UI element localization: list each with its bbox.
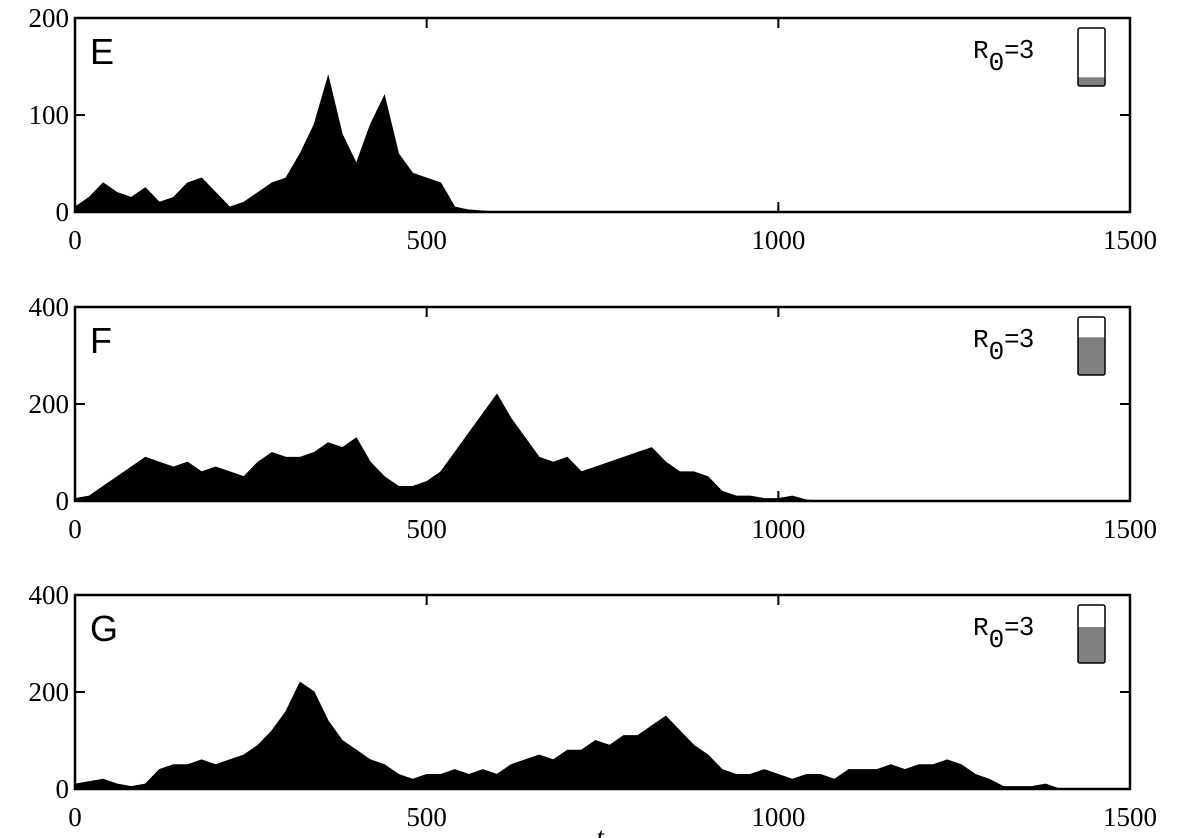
gauge-level [1078, 337, 1105, 375]
annotation: R0=3 [973, 34, 1034, 78]
annotation-subscript: 0 [989, 625, 1005, 655]
x-tick-label: 0 [68, 225, 82, 255]
x-tick-label: 0 [68, 514, 82, 544]
y-tick-label: 400 [29, 292, 70, 322]
x-tick-label: 0 [68, 802, 82, 832]
y-tick-label: 0 [56, 197, 70, 227]
series-area [74, 74, 1130, 213]
y-tick-label: 0 [56, 774, 70, 804]
annotation-value: =3 [1004, 34, 1034, 64]
panel-label: F [90, 320, 112, 361]
x-axis-label: t [596, 822, 605, 838]
gauge-frame [1077, 27, 1106, 87]
panel-label: G [90, 608, 118, 649]
y-tick-label: 200 [29, 3, 70, 33]
x-tick-label: 500 [406, 225, 447, 255]
annotation: R0=3 [973, 611, 1034, 655]
gauge-level [1078, 77, 1105, 86]
x-tick-label: 1000 [751, 802, 805, 832]
x-tick-label: 500 [406, 802, 447, 832]
x-tick-label: 1500 [1103, 225, 1157, 255]
annotation: R0=3 [973, 323, 1034, 367]
x-tick-label: 1000 [751, 514, 805, 544]
annotation-subscript: 0 [989, 337, 1005, 367]
series-area [74, 681, 1130, 790]
annotation-value: =3 [1004, 323, 1034, 353]
annotation-symbol: R [973, 325, 989, 355]
gauge-frame [1077, 604, 1106, 664]
plot-frame [73, 16, 1132, 214]
gauge-level [1078, 627, 1105, 663]
x-tick-label: 1500 [1103, 514, 1157, 544]
y-tick-label: 400 [29, 580, 70, 610]
series-area [74, 393, 1130, 502]
y-tick-label: 200 [29, 389, 70, 419]
annotation-symbol: R [973, 36, 989, 66]
annotation-subscript: 0 [989, 48, 1005, 78]
x-tick-label: 500 [406, 514, 447, 544]
y-tick-label: 0 [56, 486, 70, 516]
y-tick-label: 100 [29, 100, 70, 130]
gauge-frame [1077, 316, 1106, 376]
y-tick-label: 200 [29, 677, 70, 707]
x-tick-label: 1500 [1103, 802, 1157, 832]
annotation-value: =3 [1004, 611, 1034, 641]
annotation-symbol: R [973, 613, 989, 643]
panel-label: E [90, 31, 114, 72]
x-tick-label: 1000 [751, 225, 805, 255]
